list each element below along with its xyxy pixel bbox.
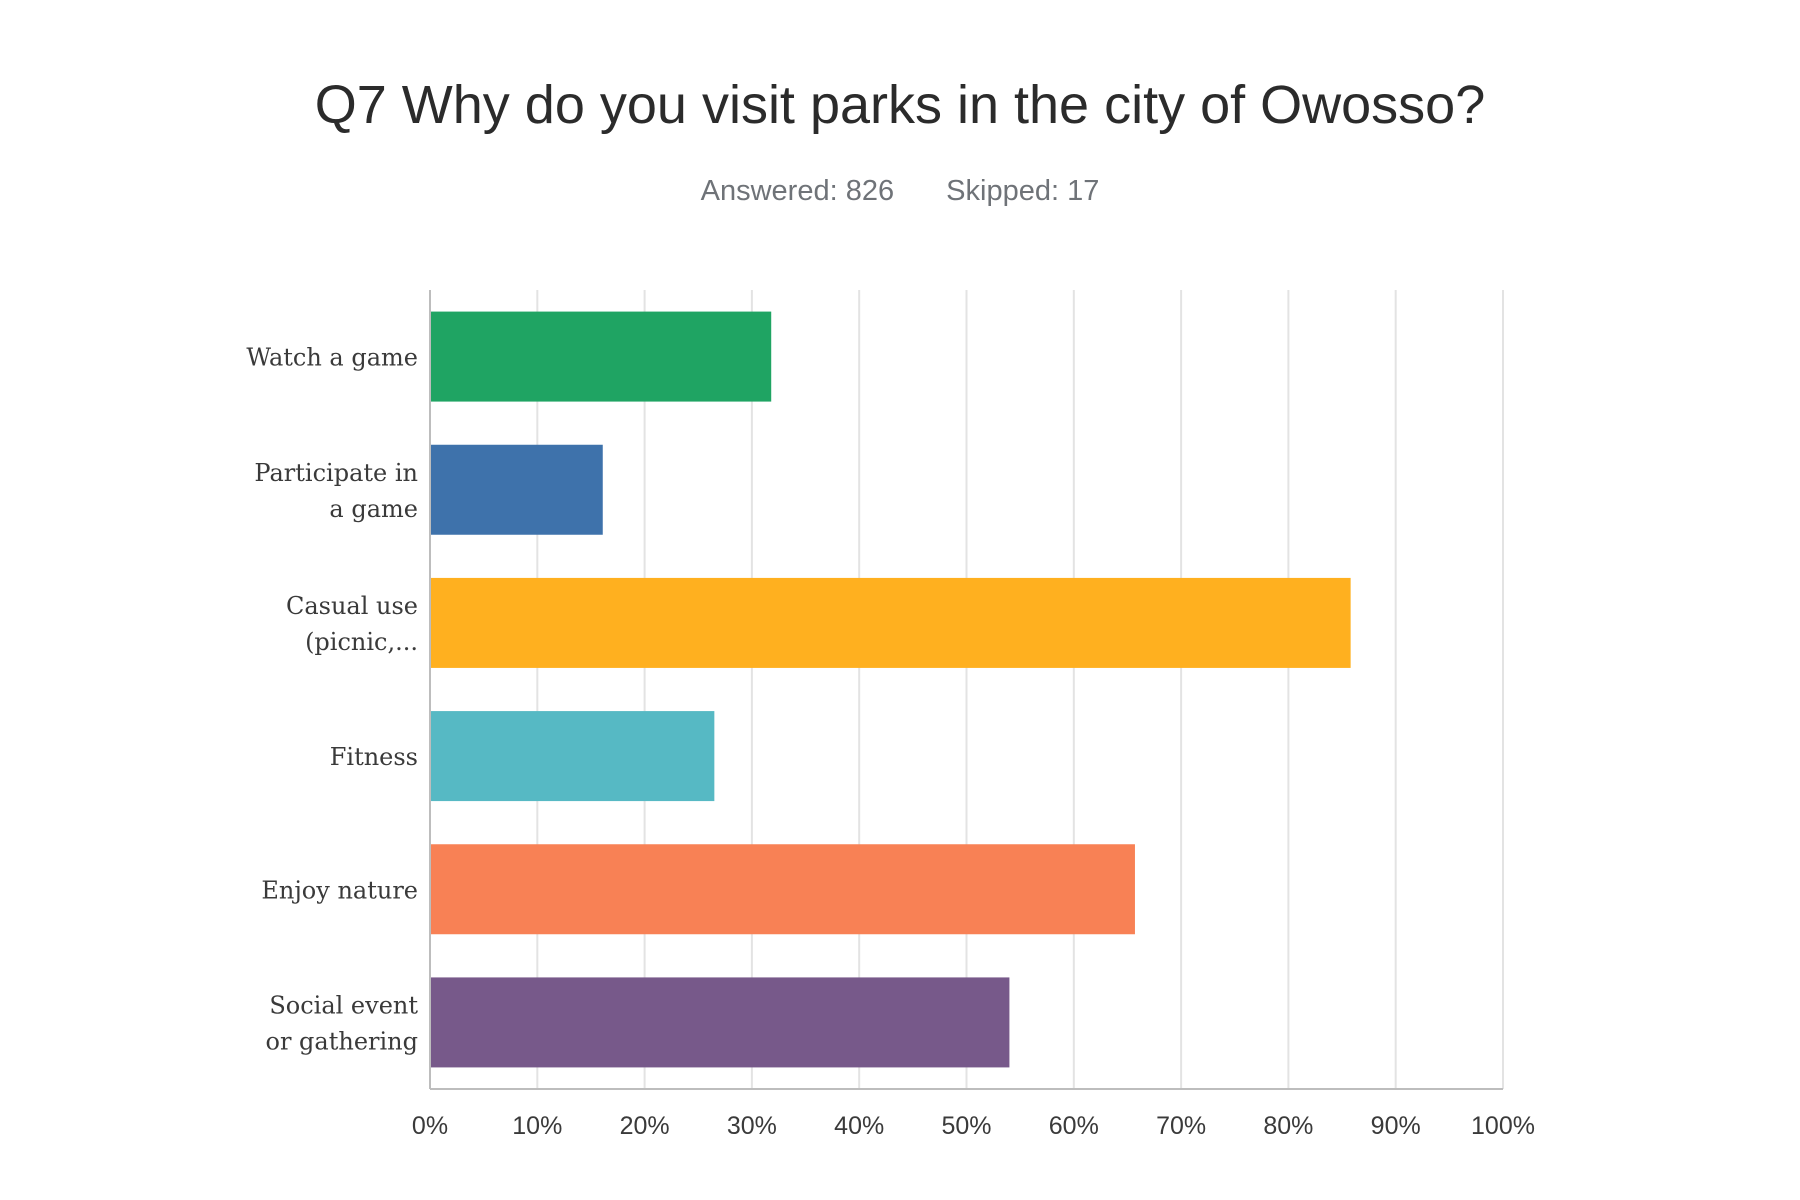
- x-tick-label: 70%: [1156, 1112, 1206, 1140]
- bar: [430, 577, 1351, 668]
- bars: [430, 311, 1351, 1068]
- response-summary: Answered: 826 Skipped: 17: [0, 175, 1800, 208]
- x-tick-label: 20%: [620, 1112, 670, 1140]
- category-label: (picnic,...: [305, 628, 418, 656]
- category-label: Enjoy nature: [261, 876, 418, 904]
- x-tick-label: 40%: [834, 1112, 884, 1140]
- category-label: Watch a game: [246, 344, 418, 372]
- category-label: or gathering: [266, 1027, 419, 1055]
- bar: [430, 844, 1135, 935]
- x-tick-label: 30%: [727, 1112, 777, 1140]
- x-tick-label: 10%: [512, 1112, 562, 1140]
- x-tick-label: 0%: [412, 1112, 448, 1140]
- x-tick-labels: 0% 10% 20% 30% 40% 50% 60% 70% 80% 90% 100%: [412, 1112, 1535, 1140]
- axes: [429, 290, 1503, 1090]
- bar: [430, 711, 715, 802]
- x-tick-label: 80%: [1263, 1112, 1313, 1140]
- skipped-count: Skipped: 17: [946, 175, 1100, 207]
- bar: [430, 311, 772, 402]
- category-label: Fitness: [330, 743, 418, 771]
- gridlines: [536, 290, 1504, 1089]
- chart-title: Q7 Why do you visit parks in the city of…: [314, 75, 1486, 135]
- bar: [430, 977, 1010, 1068]
- category-label: a game: [329, 495, 418, 523]
- category-label: Social event: [269, 991, 418, 1019]
- bar: [430, 444, 603, 535]
- x-tick-label: 100%: [1471, 1112, 1535, 1140]
- category-labels: Watch a game Participate in a game Casual u…: [246, 344, 418, 1056]
- x-tick-label: 60%: [1049, 1112, 1099, 1140]
- x-tick-label: 50%: [941, 1112, 991, 1140]
- category-label: Casual use: [286, 592, 418, 620]
- x-tick-label: 90%: [1371, 1112, 1421, 1140]
- category-label: Participate in: [254, 459, 418, 487]
- answered-count: Answered: 826: [700, 175, 895, 207]
